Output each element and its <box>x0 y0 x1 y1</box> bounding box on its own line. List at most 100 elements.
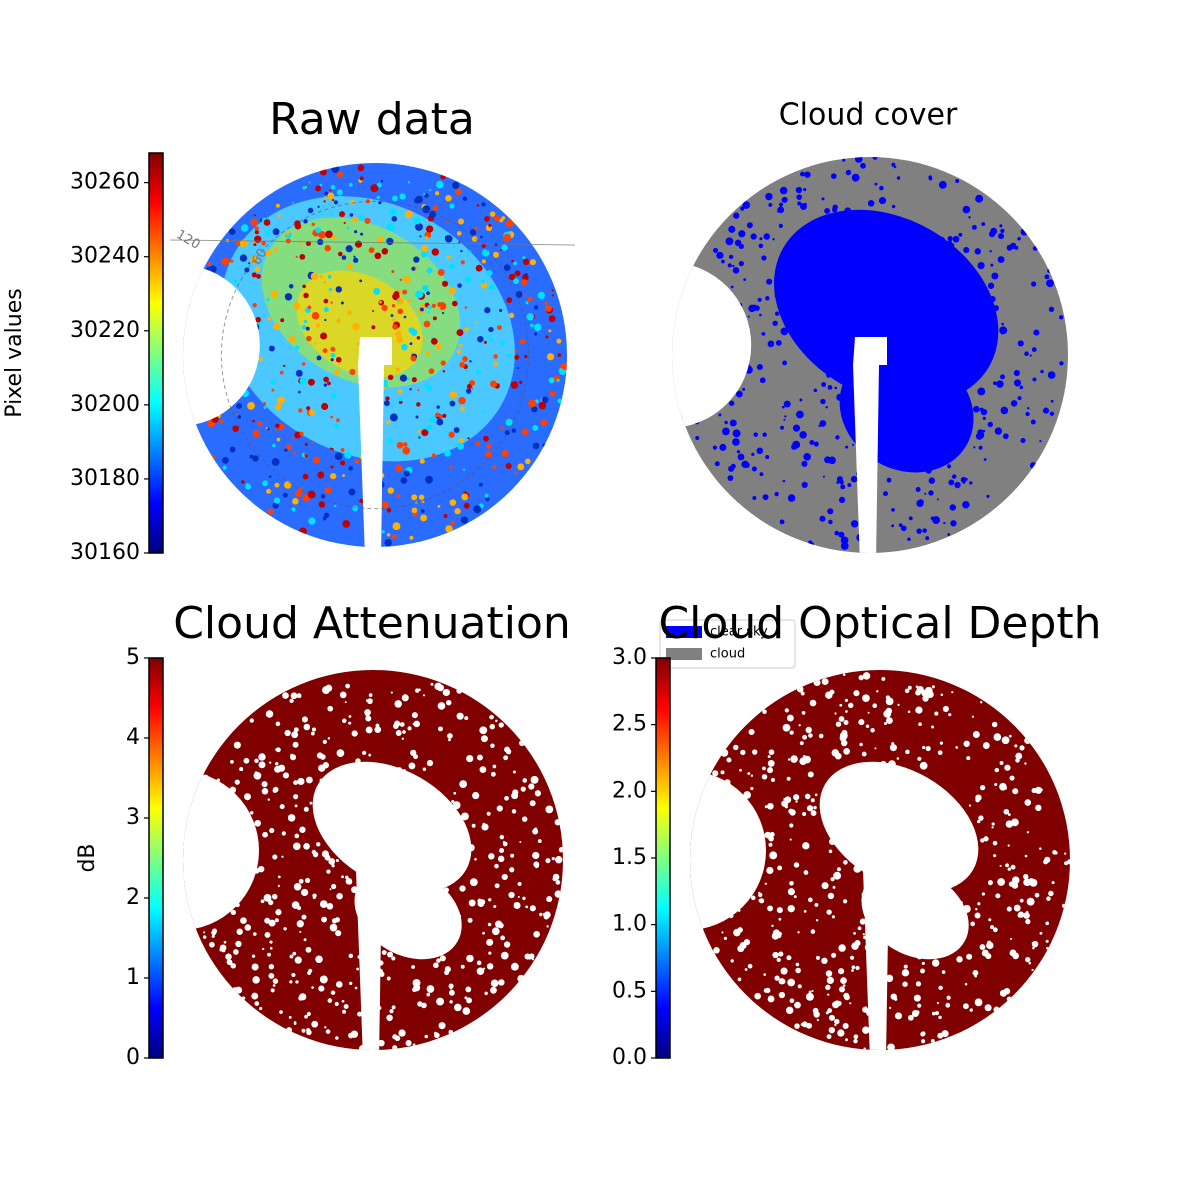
image-speck <box>282 492 288 498</box>
image-speck <box>437 726 443 732</box>
colorbar-tick-label: 30160 <box>70 540 140 565</box>
image-speck <box>376 182 382 188</box>
image-speck <box>724 420 728 425</box>
image-speck <box>336 825 345 834</box>
image-speck <box>330 352 336 358</box>
image-speck <box>762 432 767 437</box>
image-speck <box>402 784 406 789</box>
image-speck <box>917 459 923 466</box>
image-speck <box>815 955 820 960</box>
image-speck <box>328 287 333 292</box>
image-speck <box>341 255 347 260</box>
image-speck <box>438 867 444 873</box>
image-speck <box>493 905 497 909</box>
image-speck <box>803 870 809 875</box>
image-speck <box>896 365 901 371</box>
image-speck <box>293 780 298 785</box>
image-speck <box>524 953 531 960</box>
image-speck <box>1059 361 1064 366</box>
image-speck <box>340 460 346 466</box>
image-speck <box>807 897 813 903</box>
image-speck <box>889 744 897 752</box>
image-speck <box>277 884 280 887</box>
image-speck <box>840 362 844 367</box>
image-speck <box>778 991 786 999</box>
image-speck <box>762 709 767 715</box>
image-speck <box>808 772 812 777</box>
image-speck <box>557 398 563 404</box>
image-speck <box>399 374 408 382</box>
colorbar-tick-label: 3.0 <box>612 645 647 670</box>
image-speck <box>308 181 311 184</box>
image-speck <box>784 415 787 418</box>
image-speck <box>859 918 866 925</box>
image-speck <box>545 335 549 339</box>
image-speck <box>885 695 891 700</box>
image-speck <box>315 185 322 192</box>
image-speck <box>298 408 303 413</box>
image-speck <box>950 520 957 527</box>
image-speck <box>767 802 774 810</box>
image-speck <box>774 293 779 298</box>
image-speck <box>964 866 971 873</box>
image-speck <box>343 221 346 225</box>
image-speck <box>1019 745 1025 751</box>
image-speck <box>431 303 436 308</box>
image-speck <box>767 759 775 767</box>
image-speck <box>756 364 763 371</box>
image-speck <box>542 912 547 917</box>
image-speck <box>809 439 815 446</box>
image-speck <box>831 318 837 325</box>
image-speck <box>889 897 894 903</box>
image-speck <box>548 377 555 384</box>
image-speck <box>853 853 857 858</box>
image-speck <box>787 978 796 987</box>
image-speck <box>967 372 971 376</box>
image-speck <box>440 173 446 180</box>
image-speck <box>973 405 980 413</box>
image-speck <box>992 927 998 933</box>
polar-label: 60 <box>249 246 270 268</box>
image-speck <box>486 269 493 277</box>
image-speck <box>532 851 540 860</box>
image-speck <box>825 256 830 261</box>
image-speck <box>892 378 898 383</box>
image-speck <box>493 362 498 367</box>
image-speck <box>402 730 406 734</box>
image-speck <box>1035 804 1042 812</box>
image-speck <box>487 922 492 927</box>
image-speck <box>386 223 395 231</box>
image-speck <box>327 737 331 740</box>
image-speck <box>927 345 933 352</box>
image-speck <box>293 727 299 733</box>
image-speck <box>810 798 815 803</box>
image-speck <box>924 686 933 695</box>
image-speck <box>438 860 444 866</box>
image-speck <box>456 687 463 694</box>
image-speck <box>267 952 272 957</box>
image-speck <box>975 194 984 203</box>
image-speck <box>777 865 783 871</box>
image-speck <box>311 441 314 445</box>
image-speck <box>740 749 746 756</box>
image-speck <box>763 233 771 240</box>
image-speck <box>891 366 898 373</box>
image-speck <box>865 724 870 729</box>
image-speck <box>539 912 543 917</box>
image-speck <box>503 233 512 242</box>
sky-image <box>690 670 1070 1050</box>
image-speck <box>379 300 382 304</box>
image-speck <box>775 340 782 346</box>
image-speck <box>1028 878 1035 884</box>
image-speck <box>481 259 486 264</box>
image-speck <box>1032 946 1035 950</box>
image-speck <box>985 342 988 346</box>
image-speck <box>903 246 912 255</box>
image-speck <box>407 299 412 303</box>
image-speck <box>226 959 233 966</box>
image-speck <box>490 979 499 988</box>
image-speck <box>1039 439 1042 443</box>
image-speck <box>916 296 924 303</box>
image-speck <box>492 251 500 258</box>
image-speck <box>522 258 530 266</box>
